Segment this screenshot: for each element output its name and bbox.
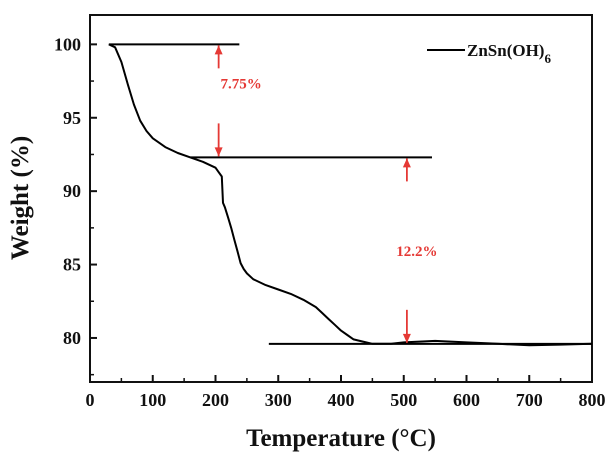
x-tick-label-300: 300 (265, 390, 292, 410)
y-tick-label-90: 90 (63, 181, 81, 201)
legend: ZnSn(OH)6 (427, 41, 551, 66)
annotations-group: 7.75% 12.2% (214, 45, 437, 343)
x-tick-label-400: 400 (328, 390, 355, 410)
reference-lines (108, 43, 592, 345)
y-tick-label-80: 80 (63, 328, 81, 348)
annotation-arrow-down-head-2 (402, 333, 411, 343)
x-tick-label-0: 0 (86, 390, 95, 410)
legend-label: ZnSn(OH)6 (467, 41, 551, 66)
x-tick-label-100: 100 (139, 390, 166, 410)
annotation-arrow-down-head-1 (214, 147, 223, 157)
x-tick-label-500: 500 (390, 390, 417, 410)
annotation-arrow-up-head-1 (214, 45, 223, 55)
x-tick-label-700: 700 (516, 390, 543, 410)
y-tick-label-100: 100 (54, 34, 81, 54)
x-tick-label-600: 600 (453, 390, 480, 410)
series-line-0 (108, 43, 593, 347)
series-group (108, 43, 593, 347)
x-tick-label-200: 200 (202, 390, 229, 410)
x-axis-title: Temperature (°C) (246, 425, 436, 452)
axis-ticks: 0 100 200 300 400 500 600 700 800 80 85 90 95 100 (54, 34, 606, 410)
y-tick-label-85: 85 (63, 255, 81, 275)
legend-label-subscript: 6 (544, 51, 551, 66)
y-axis-title: Weight (%) (7, 136, 34, 260)
plot-frame (89, 14, 593, 383)
x-tick-label-800: 800 (579, 390, 606, 410)
annotation-label-1: 7.75% (221, 76, 262, 92)
legend-label-main: ZnSn(OH) (467, 41, 544, 60)
annotation-label-2: 12.2% (396, 244, 437, 260)
annotation-arrow-up-head-2 (402, 158, 411, 168)
y-tick-label-95: 95 (63, 108, 81, 128)
